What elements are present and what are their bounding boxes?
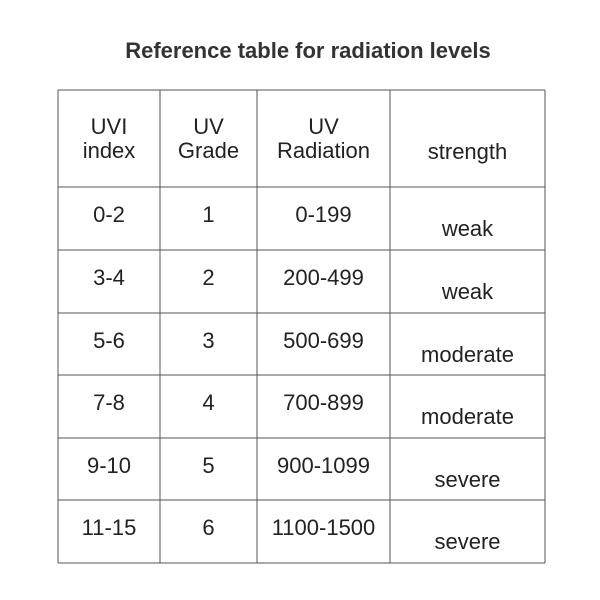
table-cell: 1 xyxy=(202,202,214,227)
header-cell: Radiation xyxy=(277,138,370,163)
table-cell: 5 xyxy=(202,453,214,478)
header-cell: UV xyxy=(308,114,339,139)
header-cell: index xyxy=(83,138,136,163)
header-cell: strength xyxy=(428,139,508,164)
table-cell: moderate xyxy=(421,342,514,367)
table-cell: moderate xyxy=(421,404,514,429)
table-cell: 4 xyxy=(202,390,214,415)
table-cell: 11-15 xyxy=(82,515,137,540)
table-cell: 3 xyxy=(202,328,214,353)
table-cell: severe xyxy=(434,529,500,554)
table-cell: 700-899 xyxy=(283,390,364,415)
header-cell: UVI xyxy=(91,114,128,139)
table-cell: 5-6 xyxy=(93,328,125,353)
table-cell: 900-1099 xyxy=(277,453,370,478)
table-cell: 9-10 xyxy=(87,453,131,478)
table-cell: 200-499 xyxy=(283,265,364,290)
header-cell: UV xyxy=(193,114,224,139)
table-cell: 2 xyxy=(202,265,214,290)
table-cell: 6 xyxy=(202,515,214,540)
table-cell: 7-8 xyxy=(93,390,125,415)
table-cell: weak xyxy=(441,279,494,304)
table-cell: 500-699 xyxy=(283,328,364,353)
table-cell: 3-4 xyxy=(93,265,125,290)
table-cell: weak xyxy=(441,216,494,241)
table-cell: severe xyxy=(434,467,500,492)
title: Reference table for radiation levels xyxy=(125,38,491,63)
table-cell: 1100-1500 xyxy=(272,515,376,540)
header-cell: Grade xyxy=(178,138,239,163)
table-cell: 0-2 xyxy=(93,202,125,227)
table-cell: 0-199 xyxy=(295,202,351,227)
